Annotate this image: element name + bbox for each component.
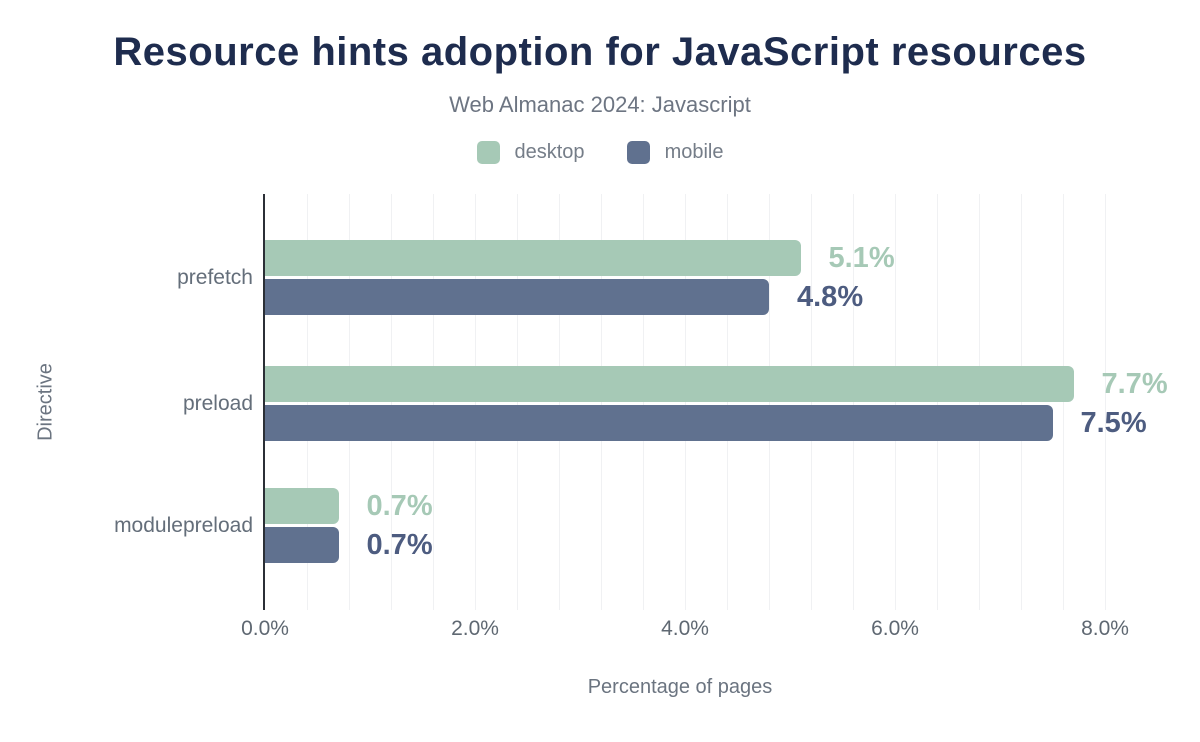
minor-gridline [853, 194, 854, 610]
value-label-mobile-modulepreload: 0.7% [366, 529, 433, 561]
minor-gridline [601, 194, 602, 610]
bar-desktop-prefetch[interactable] [265, 240, 801, 276]
x-tick-label-6.0%: 6.0% [871, 617, 919, 640]
minor-gridline [1063, 194, 1064, 610]
minor-gridline [811, 194, 812, 610]
x-axis-title: Percentage of pages [587, 676, 773, 698]
chart-subtitle: Web Almanac 2024: Javascript [449, 92, 751, 117]
minor-gridline [349, 194, 350, 610]
minor-gridline [1105, 194, 1106, 610]
value-label-mobile-prefetch: 4.8% [797, 281, 864, 313]
value-label-desktop-prefetch: 5.1% [828, 242, 895, 274]
legend-label-mobile: mobile [664, 141, 724, 163]
x-tick-label-4.0%: 4.0% [661, 617, 709, 640]
legend-swatch-mobile-icon [626, 141, 650, 164]
chart-title: Resource hints adoption for JavaScript r… [113, 30, 1087, 74]
minor-gridline [391, 194, 392, 610]
bar-mobile-prefetch[interactable] [265, 279, 769, 315]
x-axis-tick-labels: 0.0% 2.0% 4.0% 6.0% 8.0% [241, 617, 1140, 645]
minor-gridline [979, 194, 980, 610]
legend-label-desktop: desktop [514, 141, 585, 163]
value-label-desktop-preload: 7.7% [1101, 368, 1168, 400]
legend-item-mobile[interactable]: mobile [626, 141, 724, 164]
bar-desktop-preload[interactable] [265, 366, 1074, 402]
minor-gridline [307, 194, 308, 610]
minor-gridline [643, 194, 644, 610]
legend: desktop mobile [0, 141, 1200, 164]
minor-gridline [475, 194, 476, 610]
bar-mobile-modulepreload[interactable] [265, 527, 339, 563]
x-tick-label-8.0%: 8.0% [1081, 617, 1129, 640]
bar-mobile-preload[interactable] [265, 405, 1053, 441]
value-label-mobile-preload: 7.5% [1080, 407, 1147, 439]
legend-item-desktop[interactable]: desktop [476, 141, 585, 164]
minor-gridline [1021, 194, 1022, 610]
y-axis-category-labels: prefetch preload modulepreload [0, 194, 253, 610]
x-tick-label-2.0%: 2.0% [451, 617, 499, 640]
category-label-modulepreload: modulepreload [114, 513, 253, 537]
minor-gridline [433, 194, 434, 610]
minor-gridline [895, 194, 896, 610]
plot-area: 5.1% 4.8% 7.7% 7.5% 0.7% 0.7% [263, 194, 1168, 610]
y-axis-line [263, 194, 265, 610]
minor-gridline [727, 194, 728, 610]
minor-gridline [937, 194, 938, 610]
minor-gridline [685, 194, 686, 610]
legend-swatch-desktop-icon [476, 141, 500, 164]
minor-gridline [517, 194, 518, 610]
minor-gridline [559, 194, 560, 610]
x-tick-label-0.0%: 0.0% [241, 617, 289, 640]
category-label-preload: preload [182, 391, 253, 415]
category-label-prefetch: prefetch [177, 265, 253, 289]
value-label-desktop-modulepreload: 0.7% [366, 490, 433, 522]
bar-desktop-modulepreload[interactable] [265, 488, 339, 524]
minor-gridline [769, 194, 770, 610]
